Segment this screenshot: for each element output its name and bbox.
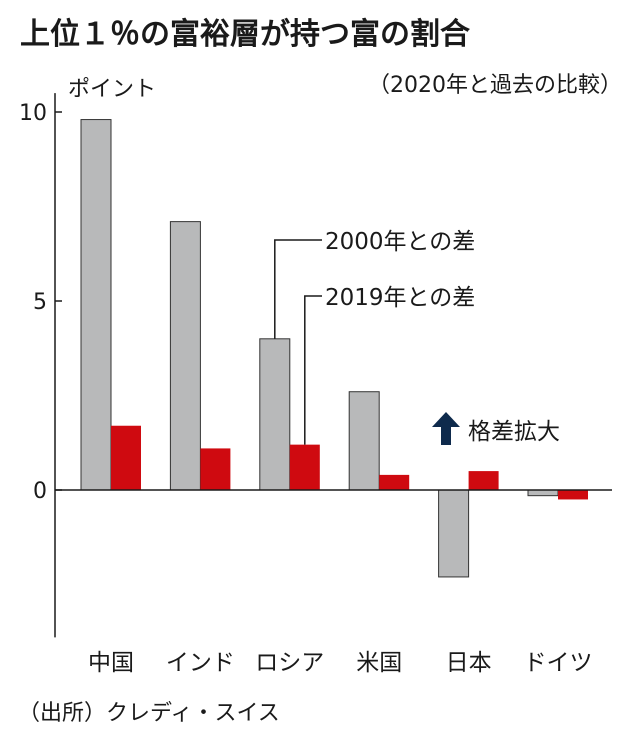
bar-vs2019-2 [289,444,320,490]
bar-vs2019-1 [200,448,231,490]
x-axis-labels: 中国 インド ロシア 米国 日本 ドイツ [88,650,593,676]
bar-vs2019-4 [468,471,499,490]
series-callouts: 2000年との差 2019年との差 [274,229,475,445]
x-category-label: 中国 [88,650,134,676]
x-category-label: ドイツ [524,650,593,676]
legend-label-vs2019: 2019年との差 [325,285,475,311]
bar-vs2019-0 [111,425,141,490]
x-category-label: 米国 [356,650,402,676]
bar-vs2000-1 [169,221,201,491]
x-category-label: 日本 [446,650,492,676]
chart-subtitle: （2020年と過去の比較） [368,73,622,98]
arrow-up-icon [432,412,460,445]
bar-vs2000-2 [259,338,291,491]
legend-label-vs2000: 2000年との差 [325,229,475,255]
chart-title: 上位１％の富裕層が持つ富の割合 [20,17,470,52]
annotation-label: 格差拡大 [468,419,560,445]
bar-vs2000-4 [438,489,470,578]
bar-vs2019-5 [558,490,588,500]
bar-vs2000-0 [80,119,112,491]
y-tick-label: 5 [33,290,47,315]
source-note: （出所）クレディ・スイス [18,701,280,726]
callout-line-vs2019 [304,295,322,445]
bar-vs2019-3 [379,474,410,490]
bars [55,119,612,578]
y-axis-unit-label: ポイント [68,77,156,102]
callout-line-vs2000 [274,239,322,339]
y-axis: 0 5 10 [19,93,62,638]
x-category-label: インド [166,650,235,676]
bar-vs2000-5 [527,489,559,497]
y-tick-label: 0 [33,479,47,504]
x-category-label: ロシア [255,650,324,676]
bar-vs2000-3 [348,391,380,491]
widening-gap-annotation: 格差拡大 [432,412,560,445]
y-tick-label: 10 [19,101,47,126]
